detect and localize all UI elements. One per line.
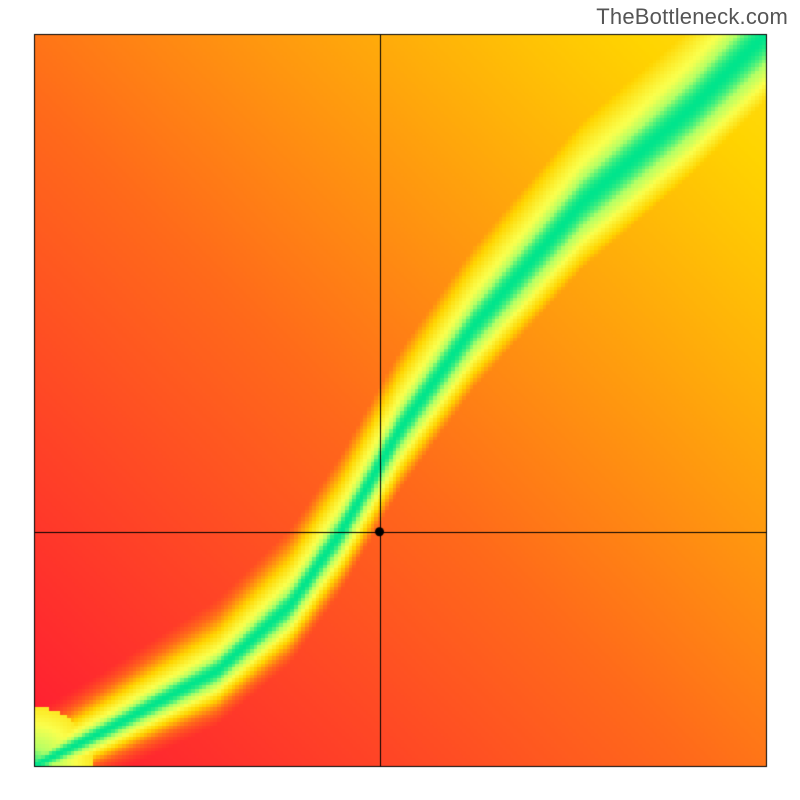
chart-container: TheBottleneck.com: [0, 0, 800, 800]
bottleneck-heatmap-canvas: [0, 0, 800, 800]
watermark-text: TheBottleneck.com: [596, 4, 788, 30]
